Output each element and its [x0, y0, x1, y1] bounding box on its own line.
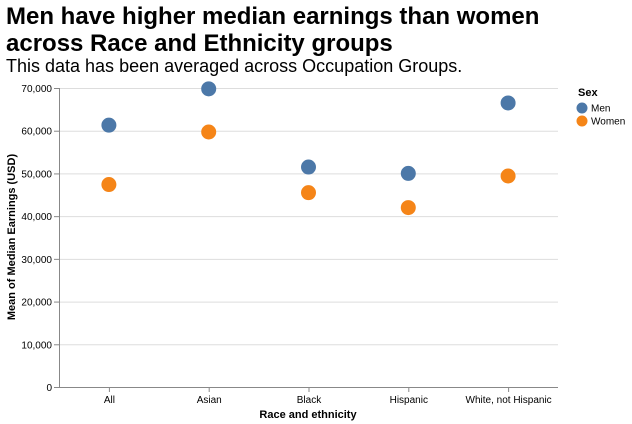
- legend-label-women: Women: [591, 117, 625, 128]
- legend: Sex Men Women: [576, 87, 625, 128]
- data-point-women: [201, 124, 217, 140]
- data-point-men: [500, 95, 516, 111]
- data-point-women: [500, 168, 516, 184]
- legend-swatch-women: [576, 115, 588, 127]
- y-tick-label: 60,000: [21, 127, 52, 138]
- chart-subtitle: This data has been averaged across Occup…: [6, 56, 463, 76]
- x-tick-label: Hispanic: [390, 395, 428, 406]
- y-tick-label: 20,000: [21, 298, 52, 309]
- y-tick-label: 0: [46, 383, 52, 394]
- x-tick-label: All: [104, 395, 115, 406]
- data-points: [101, 81, 516, 216]
- x-tick-label: Black: [297, 395, 322, 406]
- x-axis-title: Race and ethnicity: [259, 409, 357, 421]
- y-tick-label: 30,000: [21, 255, 52, 266]
- y-tick-label: 10,000: [21, 340, 52, 351]
- data-point-men: [201, 81, 217, 97]
- x-tick-label: Asian: [197, 395, 222, 406]
- legend-label-men: Men: [591, 104, 610, 115]
- x-tick-label: White, not Hispanic: [466, 395, 552, 406]
- y-axis-title: Mean of Median Earnings (USD): [6, 154, 18, 321]
- y-tick-label: 50,000: [21, 169, 52, 180]
- gridlines: [59, 88, 558, 388]
- y-tick-label: 40,000: [21, 212, 52, 223]
- legend-title: Sex: [578, 87, 598, 99]
- y-tick-label: 70,000: [21, 84, 52, 95]
- data-point-women: [101, 177, 117, 193]
- data-point-men: [400, 165, 416, 181]
- data-point-women: [301, 185, 316, 201]
- data-point-men: [301, 159, 316, 175]
- data-point-women: [400, 200, 416, 216]
- legend-swatch-men: [576, 102, 588, 114]
- axes: 0 10,000 20,000 30,000 40,000 50,000 60,000 70,…: [21, 84, 558, 406]
- data-point-men: [101, 117, 117, 133]
- chart-title: Men have higher median earnings than wom…: [6, 3, 540, 57]
